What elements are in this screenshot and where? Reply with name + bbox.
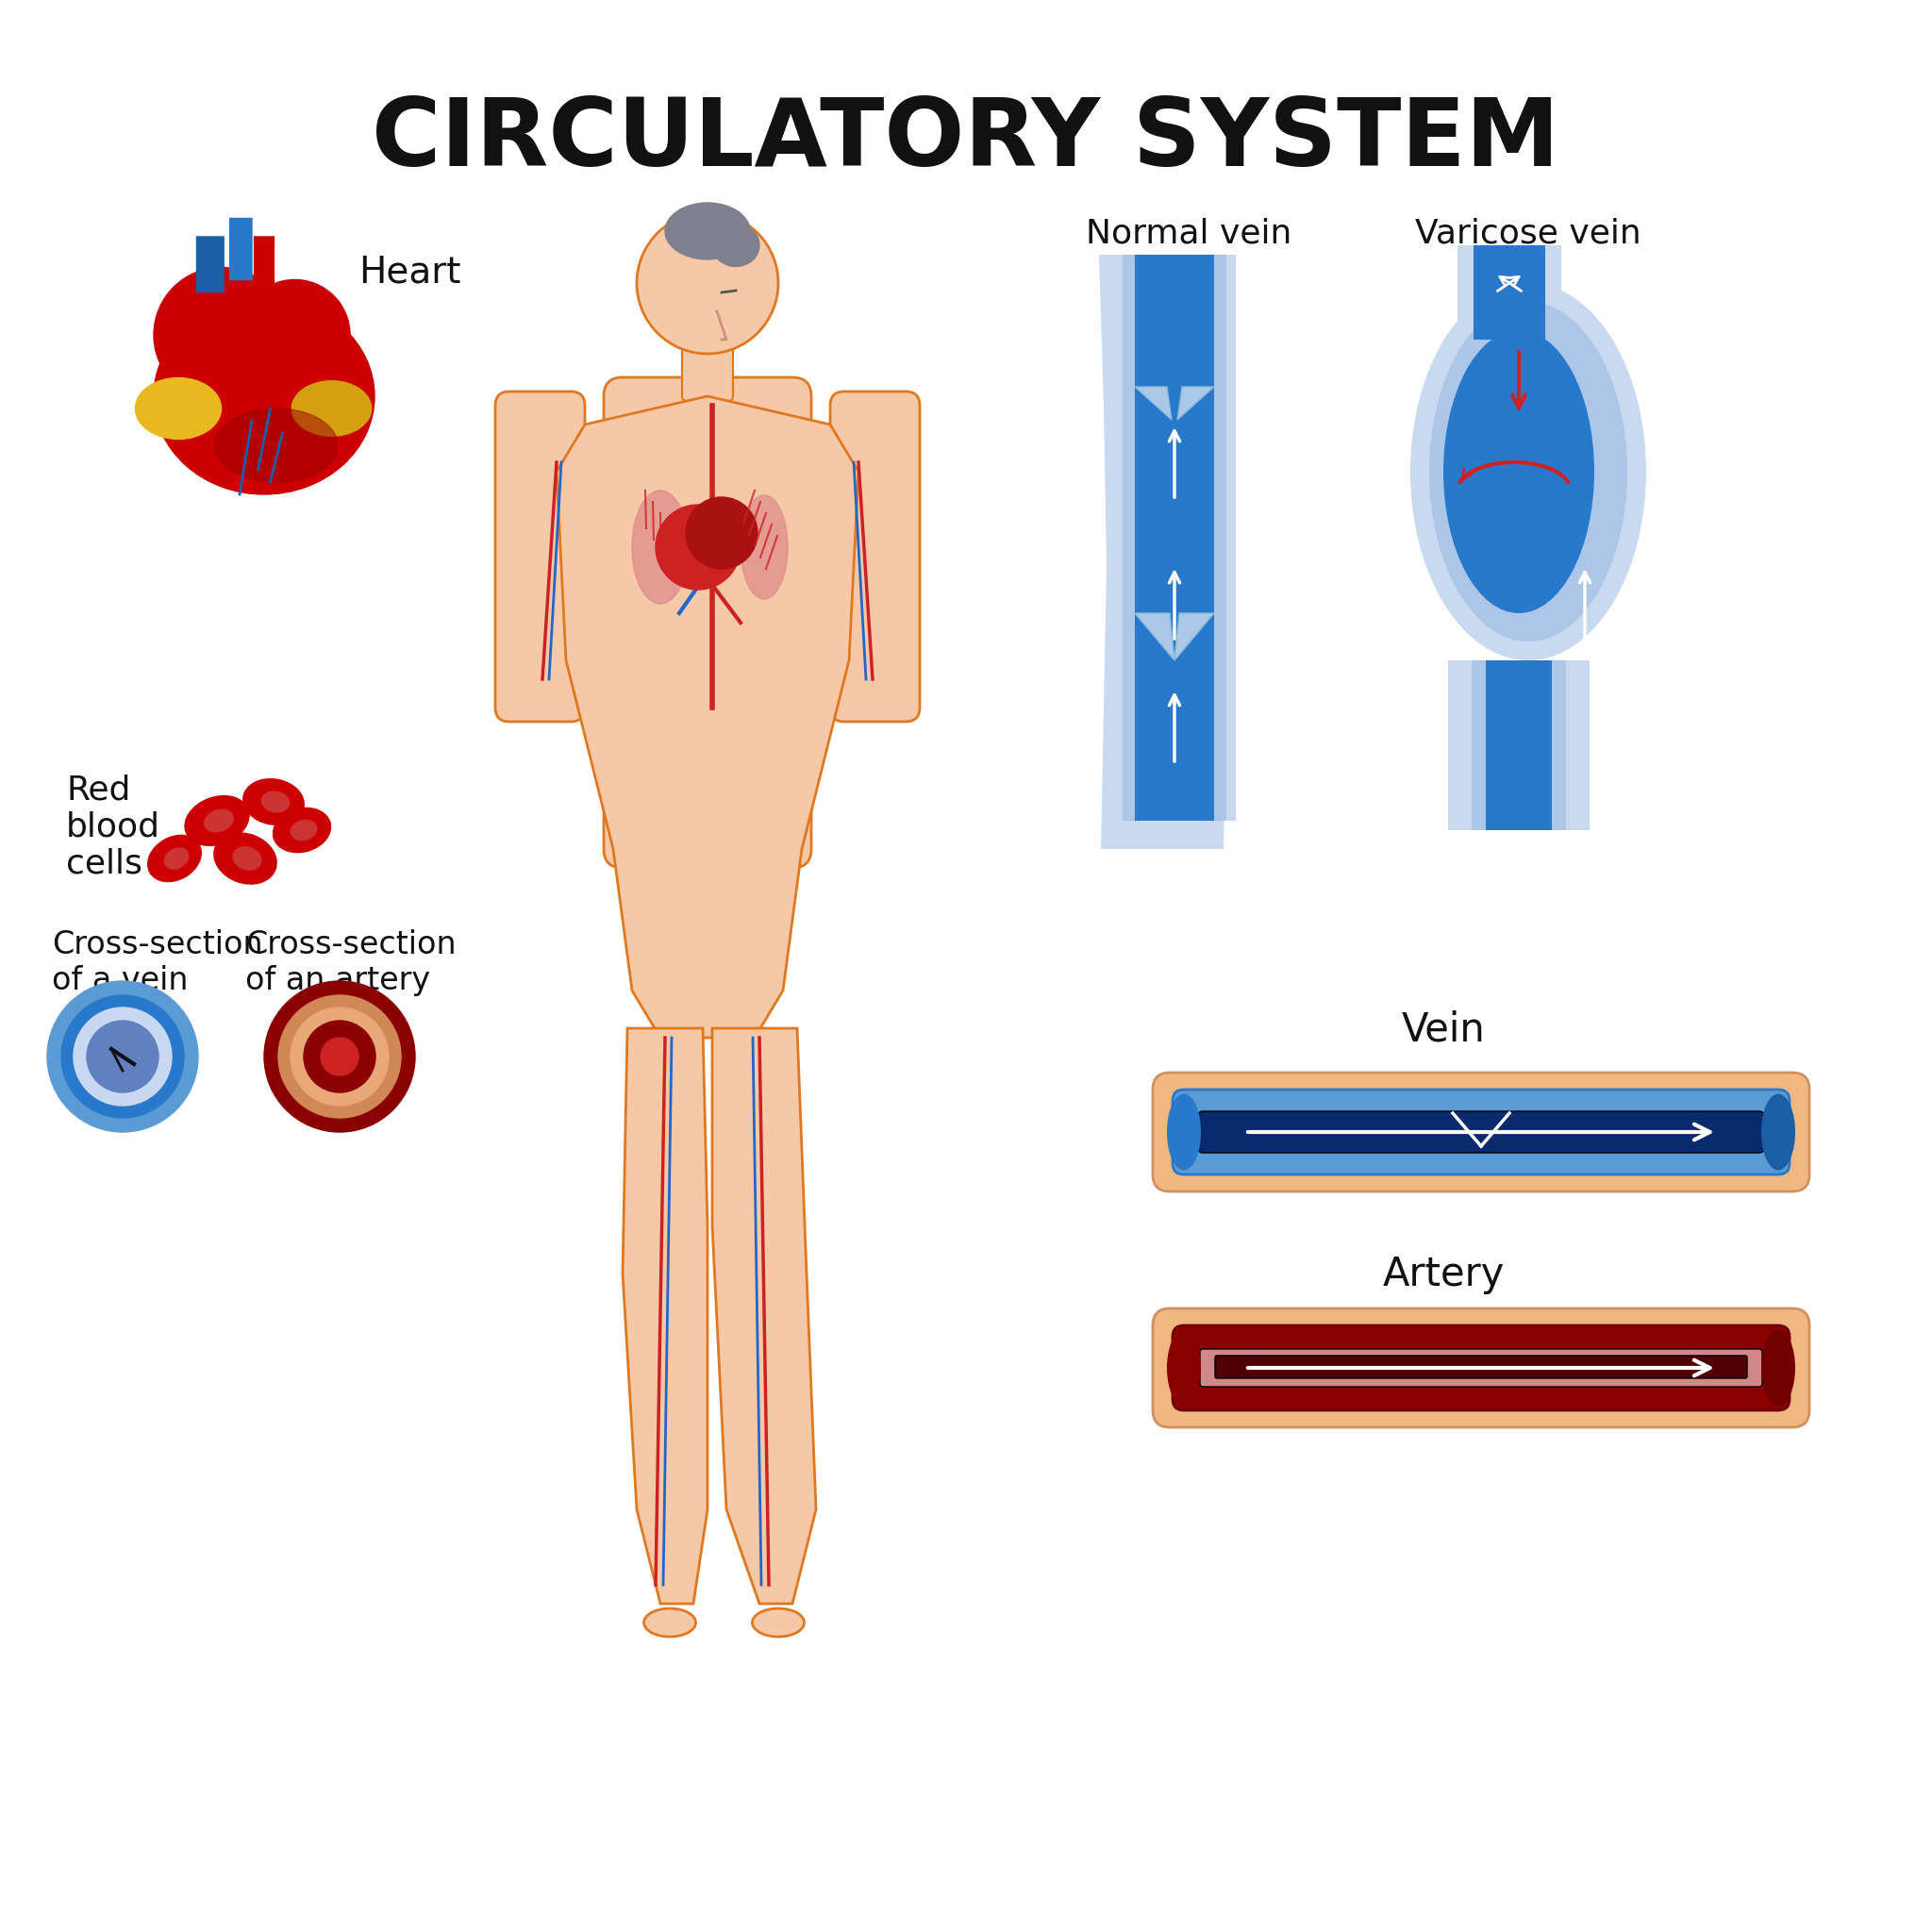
Text: Varicose vein: Varicose vein — [1414, 216, 1642, 249]
Ellipse shape — [214, 833, 276, 885]
Ellipse shape — [740, 495, 788, 599]
Ellipse shape — [1762, 1329, 1795, 1406]
Polygon shape — [1175, 612, 1213, 661]
Ellipse shape — [261, 792, 290, 811]
FancyBboxPatch shape — [831, 392, 920, 723]
Polygon shape — [1134, 386, 1171, 419]
Ellipse shape — [1443, 330, 1594, 612]
Ellipse shape — [185, 796, 249, 846]
FancyBboxPatch shape — [1153, 1072, 1810, 1192]
Ellipse shape — [155, 298, 375, 495]
Circle shape — [638, 213, 779, 354]
Ellipse shape — [1410, 282, 1646, 661]
Circle shape — [155, 267, 288, 402]
Ellipse shape — [713, 224, 759, 267]
Ellipse shape — [214, 408, 338, 483]
Polygon shape — [1101, 707, 1227, 848]
Circle shape — [303, 1020, 375, 1092]
Ellipse shape — [1167, 1094, 1202, 1171]
Text: Cross-section
of a vein: Cross-section of a vein — [52, 929, 263, 997]
Polygon shape — [713, 1028, 815, 1604]
Polygon shape — [1457, 245, 1561, 340]
Polygon shape — [1474, 245, 1546, 340]
Text: Heart: Heart — [359, 255, 460, 290]
FancyBboxPatch shape — [1173, 1090, 1789, 1175]
Text: Vein: Vein — [1401, 1009, 1486, 1049]
Text: Normal vein: Normal vein — [1086, 216, 1293, 249]
FancyBboxPatch shape — [1198, 1111, 1764, 1153]
Ellipse shape — [1167, 1329, 1202, 1406]
Polygon shape — [1113, 255, 1236, 821]
Circle shape — [46, 981, 199, 1132]
Ellipse shape — [1762, 1094, 1795, 1171]
Circle shape — [290, 1007, 388, 1105]
Circle shape — [240, 280, 350, 390]
FancyBboxPatch shape — [603, 377, 811, 867]
FancyBboxPatch shape — [1153, 1308, 1810, 1428]
Polygon shape — [1472, 661, 1567, 831]
Polygon shape — [1103, 566, 1229, 707]
Ellipse shape — [234, 846, 261, 869]
Ellipse shape — [643, 1609, 696, 1636]
Ellipse shape — [632, 491, 688, 603]
Polygon shape — [1134, 255, 1213, 821]
Ellipse shape — [135, 379, 222, 439]
Ellipse shape — [292, 819, 317, 840]
Polygon shape — [1103, 406, 1229, 566]
Circle shape — [278, 995, 402, 1119]
FancyBboxPatch shape — [1215, 1356, 1747, 1378]
Ellipse shape — [164, 848, 189, 869]
Polygon shape — [1099, 255, 1227, 406]
Polygon shape — [622, 1028, 707, 1604]
Circle shape — [87, 1020, 158, 1092]
Polygon shape — [1449, 661, 1590, 831]
Polygon shape — [1134, 612, 1175, 661]
Circle shape — [321, 1037, 359, 1076]
Polygon shape — [556, 396, 858, 1037]
Polygon shape — [1177, 386, 1213, 419]
Ellipse shape — [665, 203, 750, 259]
Polygon shape — [1122, 255, 1227, 821]
Ellipse shape — [149, 835, 201, 881]
Circle shape — [655, 504, 740, 589]
FancyBboxPatch shape — [495, 392, 585, 723]
Ellipse shape — [752, 1609, 804, 1636]
Text: Cross-section
of an artery: Cross-section of an artery — [245, 929, 456, 997]
Text: Artery: Artery — [1381, 1254, 1505, 1294]
FancyBboxPatch shape — [197, 238, 224, 292]
Polygon shape — [1486, 661, 1551, 831]
FancyBboxPatch shape — [255, 238, 274, 286]
Circle shape — [73, 1007, 172, 1105]
FancyBboxPatch shape — [230, 218, 251, 280]
Circle shape — [686, 497, 757, 568]
Ellipse shape — [243, 779, 303, 825]
Text: CIRCULATORY SYSTEM: CIRCULATORY SYSTEM — [373, 95, 1559, 185]
FancyBboxPatch shape — [1173, 1325, 1789, 1410]
Circle shape — [62, 995, 184, 1119]
Text: Red
blood
cells: Red blood cells — [66, 773, 160, 879]
Ellipse shape — [292, 381, 371, 437]
Circle shape — [265, 981, 415, 1132]
FancyBboxPatch shape — [682, 344, 732, 402]
Ellipse shape — [205, 810, 234, 833]
Ellipse shape — [272, 808, 330, 852]
FancyBboxPatch shape — [1200, 1349, 1762, 1387]
Ellipse shape — [1430, 301, 1627, 641]
